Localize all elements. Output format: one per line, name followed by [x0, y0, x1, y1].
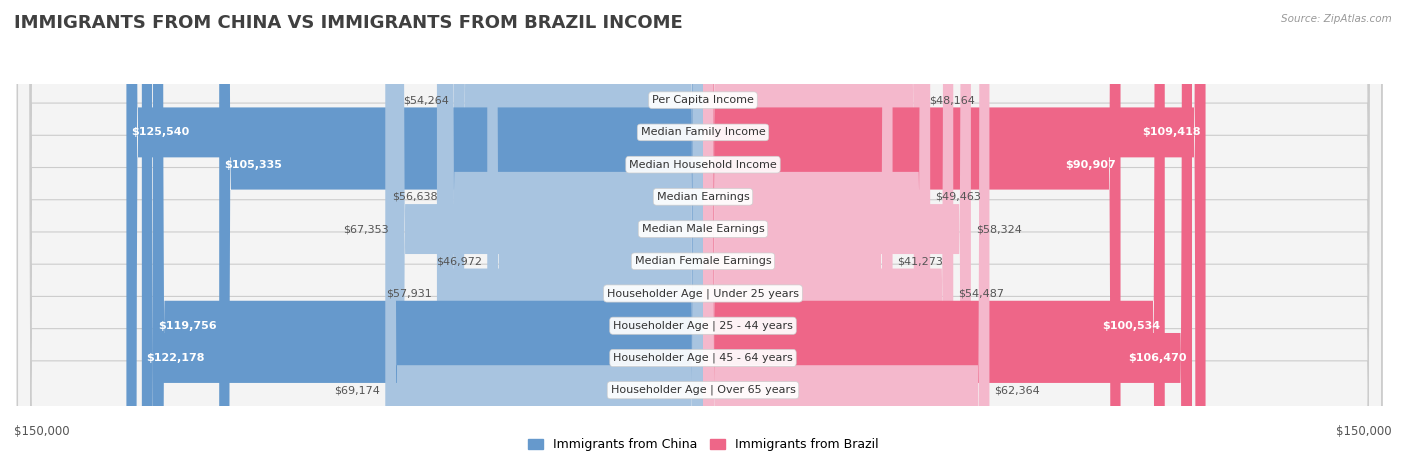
Text: IMMIGRANTS FROM CHINA VS IMMIGRANTS FROM BRAZIL INCOME: IMMIGRANTS FROM CHINA VS IMMIGRANTS FROM…	[14, 14, 683, 32]
FancyBboxPatch shape	[17, 0, 1382, 467]
Text: Source: ZipAtlas.com: Source: ZipAtlas.com	[1281, 14, 1392, 24]
Text: $122,178: $122,178	[146, 353, 205, 363]
FancyBboxPatch shape	[17, 0, 1382, 467]
FancyBboxPatch shape	[488, 0, 703, 467]
Text: $106,470: $106,470	[1129, 353, 1187, 363]
Text: Householder Age | 25 - 44 years: Householder Age | 25 - 44 years	[613, 320, 793, 331]
Legend: Immigrants from China, Immigrants from Brazil: Immigrants from China, Immigrants from B…	[523, 433, 883, 456]
Text: $69,174: $69,174	[335, 385, 381, 395]
FancyBboxPatch shape	[703, 0, 1205, 467]
Text: $56,638: $56,638	[392, 192, 439, 202]
FancyBboxPatch shape	[703, 0, 924, 467]
Text: $54,264: $54,264	[404, 95, 449, 105]
Text: $46,972: $46,972	[436, 256, 482, 266]
Text: $54,487: $54,487	[957, 289, 1004, 298]
FancyBboxPatch shape	[443, 0, 703, 467]
FancyBboxPatch shape	[394, 0, 703, 467]
Text: $49,463: $49,463	[935, 192, 981, 202]
Text: $150,000: $150,000	[1336, 425, 1392, 438]
FancyBboxPatch shape	[142, 0, 703, 467]
FancyBboxPatch shape	[17, 0, 1382, 467]
FancyBboxPatch shape	[703, 0, 931, 467]
Text: $57,931: $57,931	[387, 289, 432, 298]
Text: Median Earnings: Median Earnings	[657, 192, 749, 202]
FancyBboxPatch shape	[703, 0, 1121, 467]
Text: $119,756: $119,756	[157, 321, 217, 331]
FancyBboxPatch shape	[127, 0, 703, 467]
Text: $100,534: $100,534	[1102, 321, 1160, 331]
FancyBboxPatch shape	[703, 0, 990, 467]
FancyBboxPatch shape	[17, 0, 1382, 467]
Text: Householder Age | Under 25 years: Householder Age | Under 25 years	[607, 288, 799, 299]
FancyBboxPatch shape	[703, 0, 1192, 467]
FancyBboxPatch shape	[17, 0, 1382, 467]
Text: $90,907: $90,907	[1064, 160, 1116, 170]
FancyBboxPatch shape	[17, 0, 1382, 467]
FancyBboxPatch shape	[153, 0, 703, 467]
FancyBboxPatch shape	[219, 0, 703, 467]
FancyBboxPatch shape	[17, 0, 1382, 467]
Text: Per Capita Income: Per Capita Income	[652, 95, 754, 105]
Text: Median Male Earnings: Median Male Earnings	[641, 224, 765, 234]
Text: $67,353: $67,353	[343, 224, 389, 234]
Text: Median Female Earnings: Median Female Earnings	[634, 256, 772, 266]
Text: $62,364: $62,364	[994, 385, 1040, 395]
FancyBboxPatch shape	[17, 0, 1382, 467]
Text: Median Household Income: Median Household Income	[628, 160, 778, 170]
Text: $125,540: $125,540	[131, 127, 190, 137]
FancyBboxPatch shape	[703, 0, 1164, 467]
FancyBboxPatch shape	[17, 0, 1382, 467]
FancyBboxPatch shape	[703, 0, 893, 467]
Text: Median Family Income: Median Family Income	[641, 127, 765, 137]
FancyBboxPatch shape	[454, 0, 703, 467]
FancyBboxPatch shape	[437, 0, 703, 467]
Text: $105,335: $105,335	[224, 160, 281, 170]
Text: $48,164: $48,164	[929, 95, 974, 105]
FancyBboxPatch shape	[17, 0, 1382, 467]
Text: $150,000: $150,000	[14, 425, 70, 438]
Text: $109,418: $109,418	[1142, 127, 1201, 137]
Text: Householder Age | 45 - 64 years: Householder Age | 45 - 64 years	[613, 353, 793, 363]
Text: Householder Age | Over 65 years: Householder Age | Over 65 years	[610, 385, 796, 396]
Text: $41,273: $41,273	[897, 256, 943, 266]
Text: $58,324: $58,324	[976, 224, 1022, 234]
FancyBboxPatch shape	[703, 0, 953, 467]
FancyBboxPatch shape	[385, 0, 703, 467]
FancyBboxPatch shape	[703, 0, 972, 467]
